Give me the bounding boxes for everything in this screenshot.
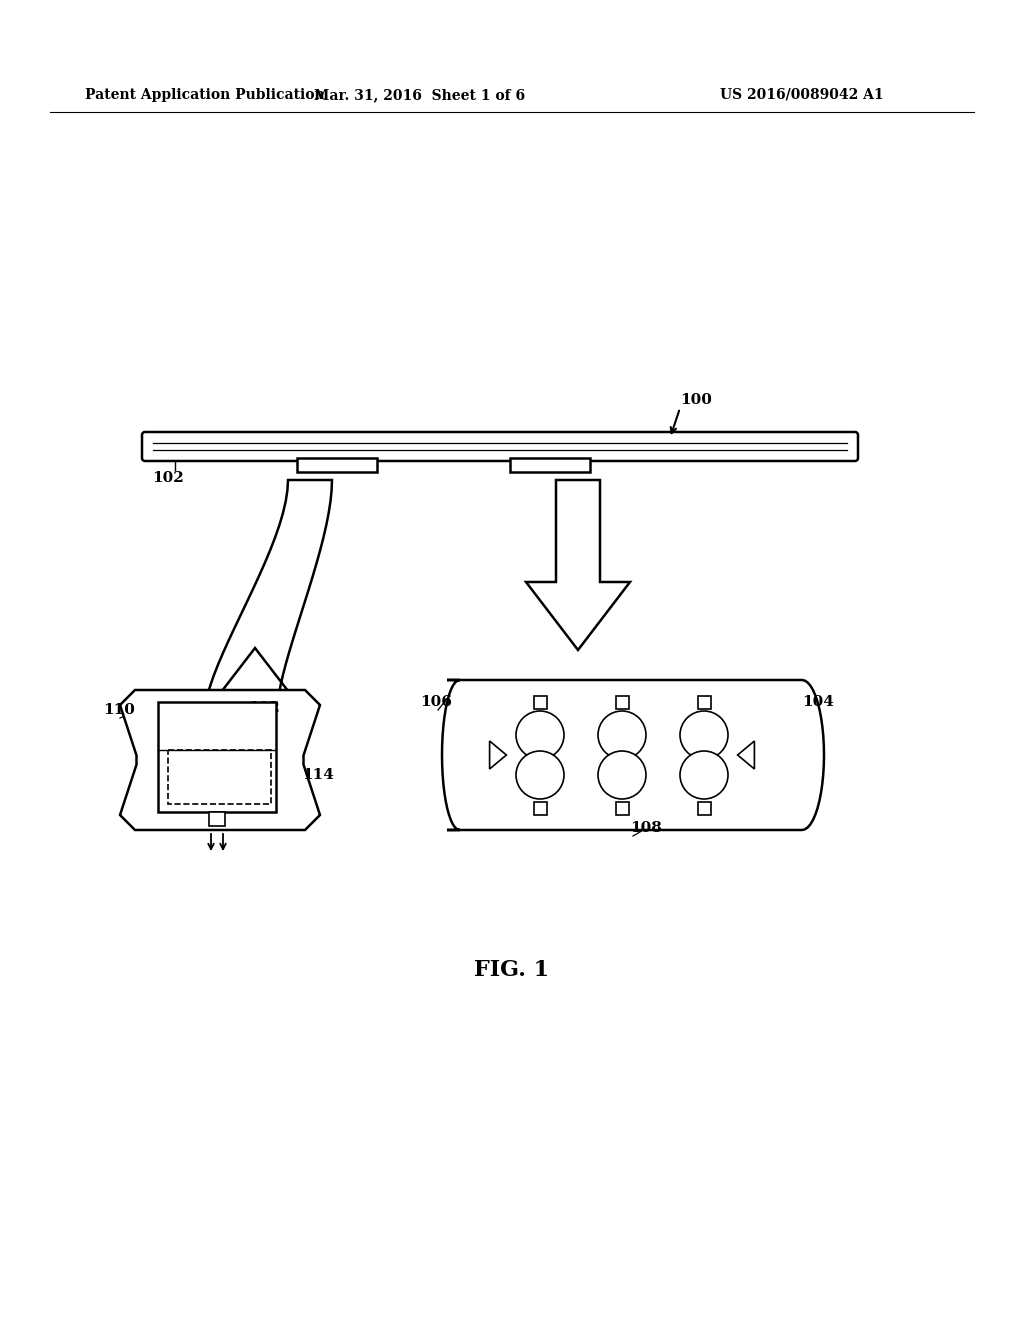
Bar: [510, 458, 590, 473]
Text: FIG. 1: FIG. 1: [474, 960, 550, 981]
Bar: [534, 696, 547, 709]
Circle shape: [516, 711, 564, 759]
Polygon shape: [205, 480, 332, 713]
Bar: [534, 801, 547, 814]
Text: 104: 104: [802, 696, 834, 709]
Polygon shape: [737, 741, 755, 770]
Bar: [615, 696, 629, 709]
Text: 106: 106: [420, 696, 452, 709]
Bar: [697, 696, 711, 709]
Bar: [209, 812, 225, 826]
Text: Patent Application Publication: Patent Application Publication: [85, 88, 325, 102]
Text: Mar. 31, 2016  Sheet 1 of 6: Mar. 31, 2016 Sheet 1 of 6: [314, 88, 525, 102]
Bar: [697, 801, 711, 814]
Text: 112: 112: [248, 701, 280, 715]
Polygon shape: [120, 690, 319, 830]
Circle shape: [598, 751, 646, 799]
FancyBboxPatch shape: [142, 432, 858, 461]
Text: 100: 100: [680, 393, 712, 407]
Polygon shape: [526, 480, 630, 649]
Circle shape: [598, 711, 646, 759]
Text: 108: 108: [630, 821, 662, 836]
Text: 110: 110: [103, 704, 135, 717]
Polygon shape: [442, 680, 824, 830]
Bar: [168, 750, 271, 804]
Circle shape: [680, 751, 728, 799]
Bar: [297, 458, 377, 473]
Text: US 2016/0089042 A1: US 2016/0089042 A1: [720, 88, 884, 102]
Circle shape: [680, 711, 728, 759]
Polygon shape: [489, 741, 507, 770]
Text: 102: 102: [152, 471, 183, 484]
Bar: [158, 702, 276, 812]
Text: 114: 114: [302, 768, 334, 781]
Bar: [615, 801, 629, 814]
Circle shape: [516, 751, 564, 799]
